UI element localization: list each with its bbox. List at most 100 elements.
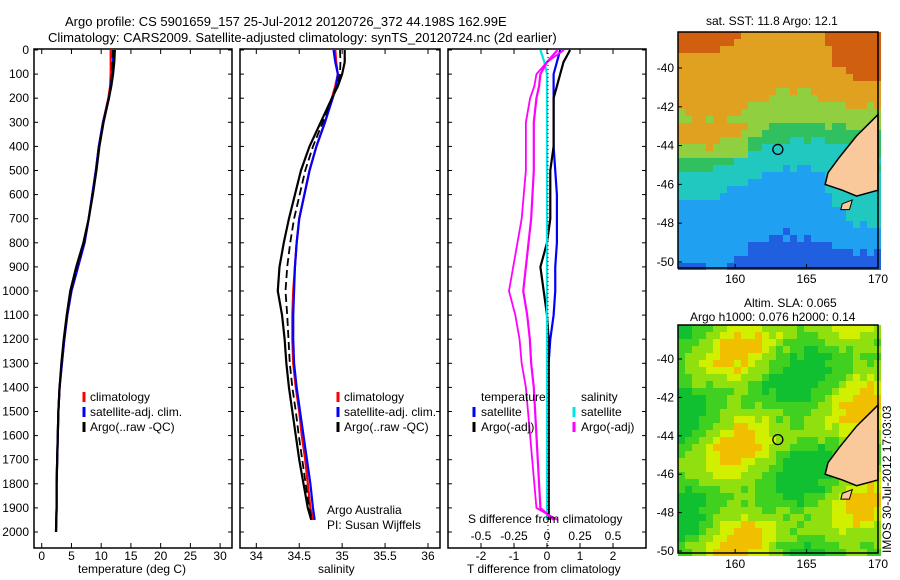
map-cell: [727, 458, 734, 465]
map-cell: [776, 528, 783, 535]
map-cell: [797, 339, 804, 346]
map-cell: [741, 74, 748, 81]
map-cell: [734, 221, 741, 228]
map-cell: [741, 430, 748, 437]
map-cell: [734, 402, 741, 409]
map-cell: [769, 158, 776, 165]
map-cell: [699, 423, 706, 430]
map-cell: [825, 242, 832, 249]
map-cell: [776, 416, 783, 423]
map-cell: [692, 32, 699, 39]
map-cell: [720, 39, 727, 46]
map-cell: [685, 102, 692, 109]
map-cell: [839, 535, 846, 542]
map-cell: [776, 535, 783, 542]
map-cell: [720, 339, 727, 346]
map-y-tick-label: -44: [657, 429, 675, 443]
map-cell: [748, 451, 755, 458]
map-cell: [811, 451, 818, 458]
map-cell: [776, 367, 783, 374]
map-cell: [853, 74, 860, 81]
map-cell: [832, 360, 839, 367]
map-cell: [818, 207, 825, 214]
map-cell: [783, 535, 790, 542]
map-cell: [804, 486, 811, 493]
map-cell: [699, 116, 706, 123]
map-y-tick-label: -50: [657, 255, 675, 269]
land-stewart-island: [840, 488, 854, 500]
map-cell: [783, 116, 790, 123]
map-cell: [706, 528, 713, 535]
map-cell: [720, 465, 727, 472]
map-cell: [846, 88, 853, 95]
map-cell: [853, 521, 860, 528]
map-cell: [804, 88, 811, 95]
map-cell: [720, 158, 727, 165]
map-cell: [741, 458, 748, 465]
map-cell: [755, 528, 762, 535]
map-cell: [713, 221, 720, 228]
map-cell: [713, 144, 720, 151]
map-cell: [867, 360, 874, 367]
map-cell: [790, 493, 797, 500]
map-cell: [790, 430, 797, 437]
map-cell: [706, 179, 713, 186]
map-cell: [685, 263, 692, 270]
map-cell: [797, 409, 804, 416]
map-cell: [797, 388, 804, 395]
map-cell: [692, 514, 699, 521]
map-cell: [790, 409, 797, 416]
map-cell: [748, 95, 755, 102]
map-cell: [748, 228, 755, 235]
map-cell: [797, 493, 804, 500]
map-cell: [741, 395, 748, 402]
map-cell: [776, 67, 783, 74]
map-cell: [790, 95, 797, 102]
map-cell: [706, 67, 713, 74]
map-cell: [783, 74, 790, 81]
map-cell: [790, 465, 797, 472]
map-cell: [811, 521, 818, 528]
map-cell: [832, 242, 839, 249]
map-cell: [825, 214, 832, 221]
map-cell: [811, 67, 818, 74]
map-cell: [846, 263, 853, 270]
map-cell: [755, 256, 762, 263]
map-cell: [804, 74, 811, 81]
map-cell: [734, 116, 741, 123]
map-cell: [727, 214, 734, 221]
legend-s-argo: Argo(-adj): [581, 420, 635, 434]
map-cell: [706, 325, 713, 332]
map-cell: [755, 423, 762, 430]
map-cell: [741, 179, 748, 186]
map-cell: [853, 402, 860, 409]
map-cell: [699, 437, 706, 444]
map-x-tick-label: 165: [797, 272, 817, 286]
map-cell: [839, 479, 846, 486]
map-cell: [825, 332, 832, 339]
map-cell: [804, 402, 811, 409]
map-cell: [769, 325, 776, 332]
map-cell: [804, 367, 811, 374]
map-cell: [713, 500, 720, 507]
map-cell: [713, 32, 720, 39]
map-cell: [720, 81, 727, 88]
map-cell: [797, 102, 804, 109]
map-cell: [706, 249, 713, 256]
map-cell: [699, 444, 706, 451]
map-cell: [860, 325, 867, 332]
map-cell: [692, 388, 699, 395]
x-tick-label: 2: [610, 549, 617, 563]
map-cell: [762, 200, 769, 207]
map-cell: [790, 458, 797, 465]
map-cell: [811, 235, 818, 242]
map-cell: [678, 507, 685, 514]
map-cell: [804, 60, 811, 67]
map-cell: [692, 367, 699, 374]
map-cell: [692, 402, 699, 409]
map-cell: [692, 374, 699, 381]
map-cell: [706, 186, 713, 193]
map-cell: [748, 39, 755, 46]
map-cell: [832, 214, 839, 221]
map-cell: [762, 395, 769, 402]
